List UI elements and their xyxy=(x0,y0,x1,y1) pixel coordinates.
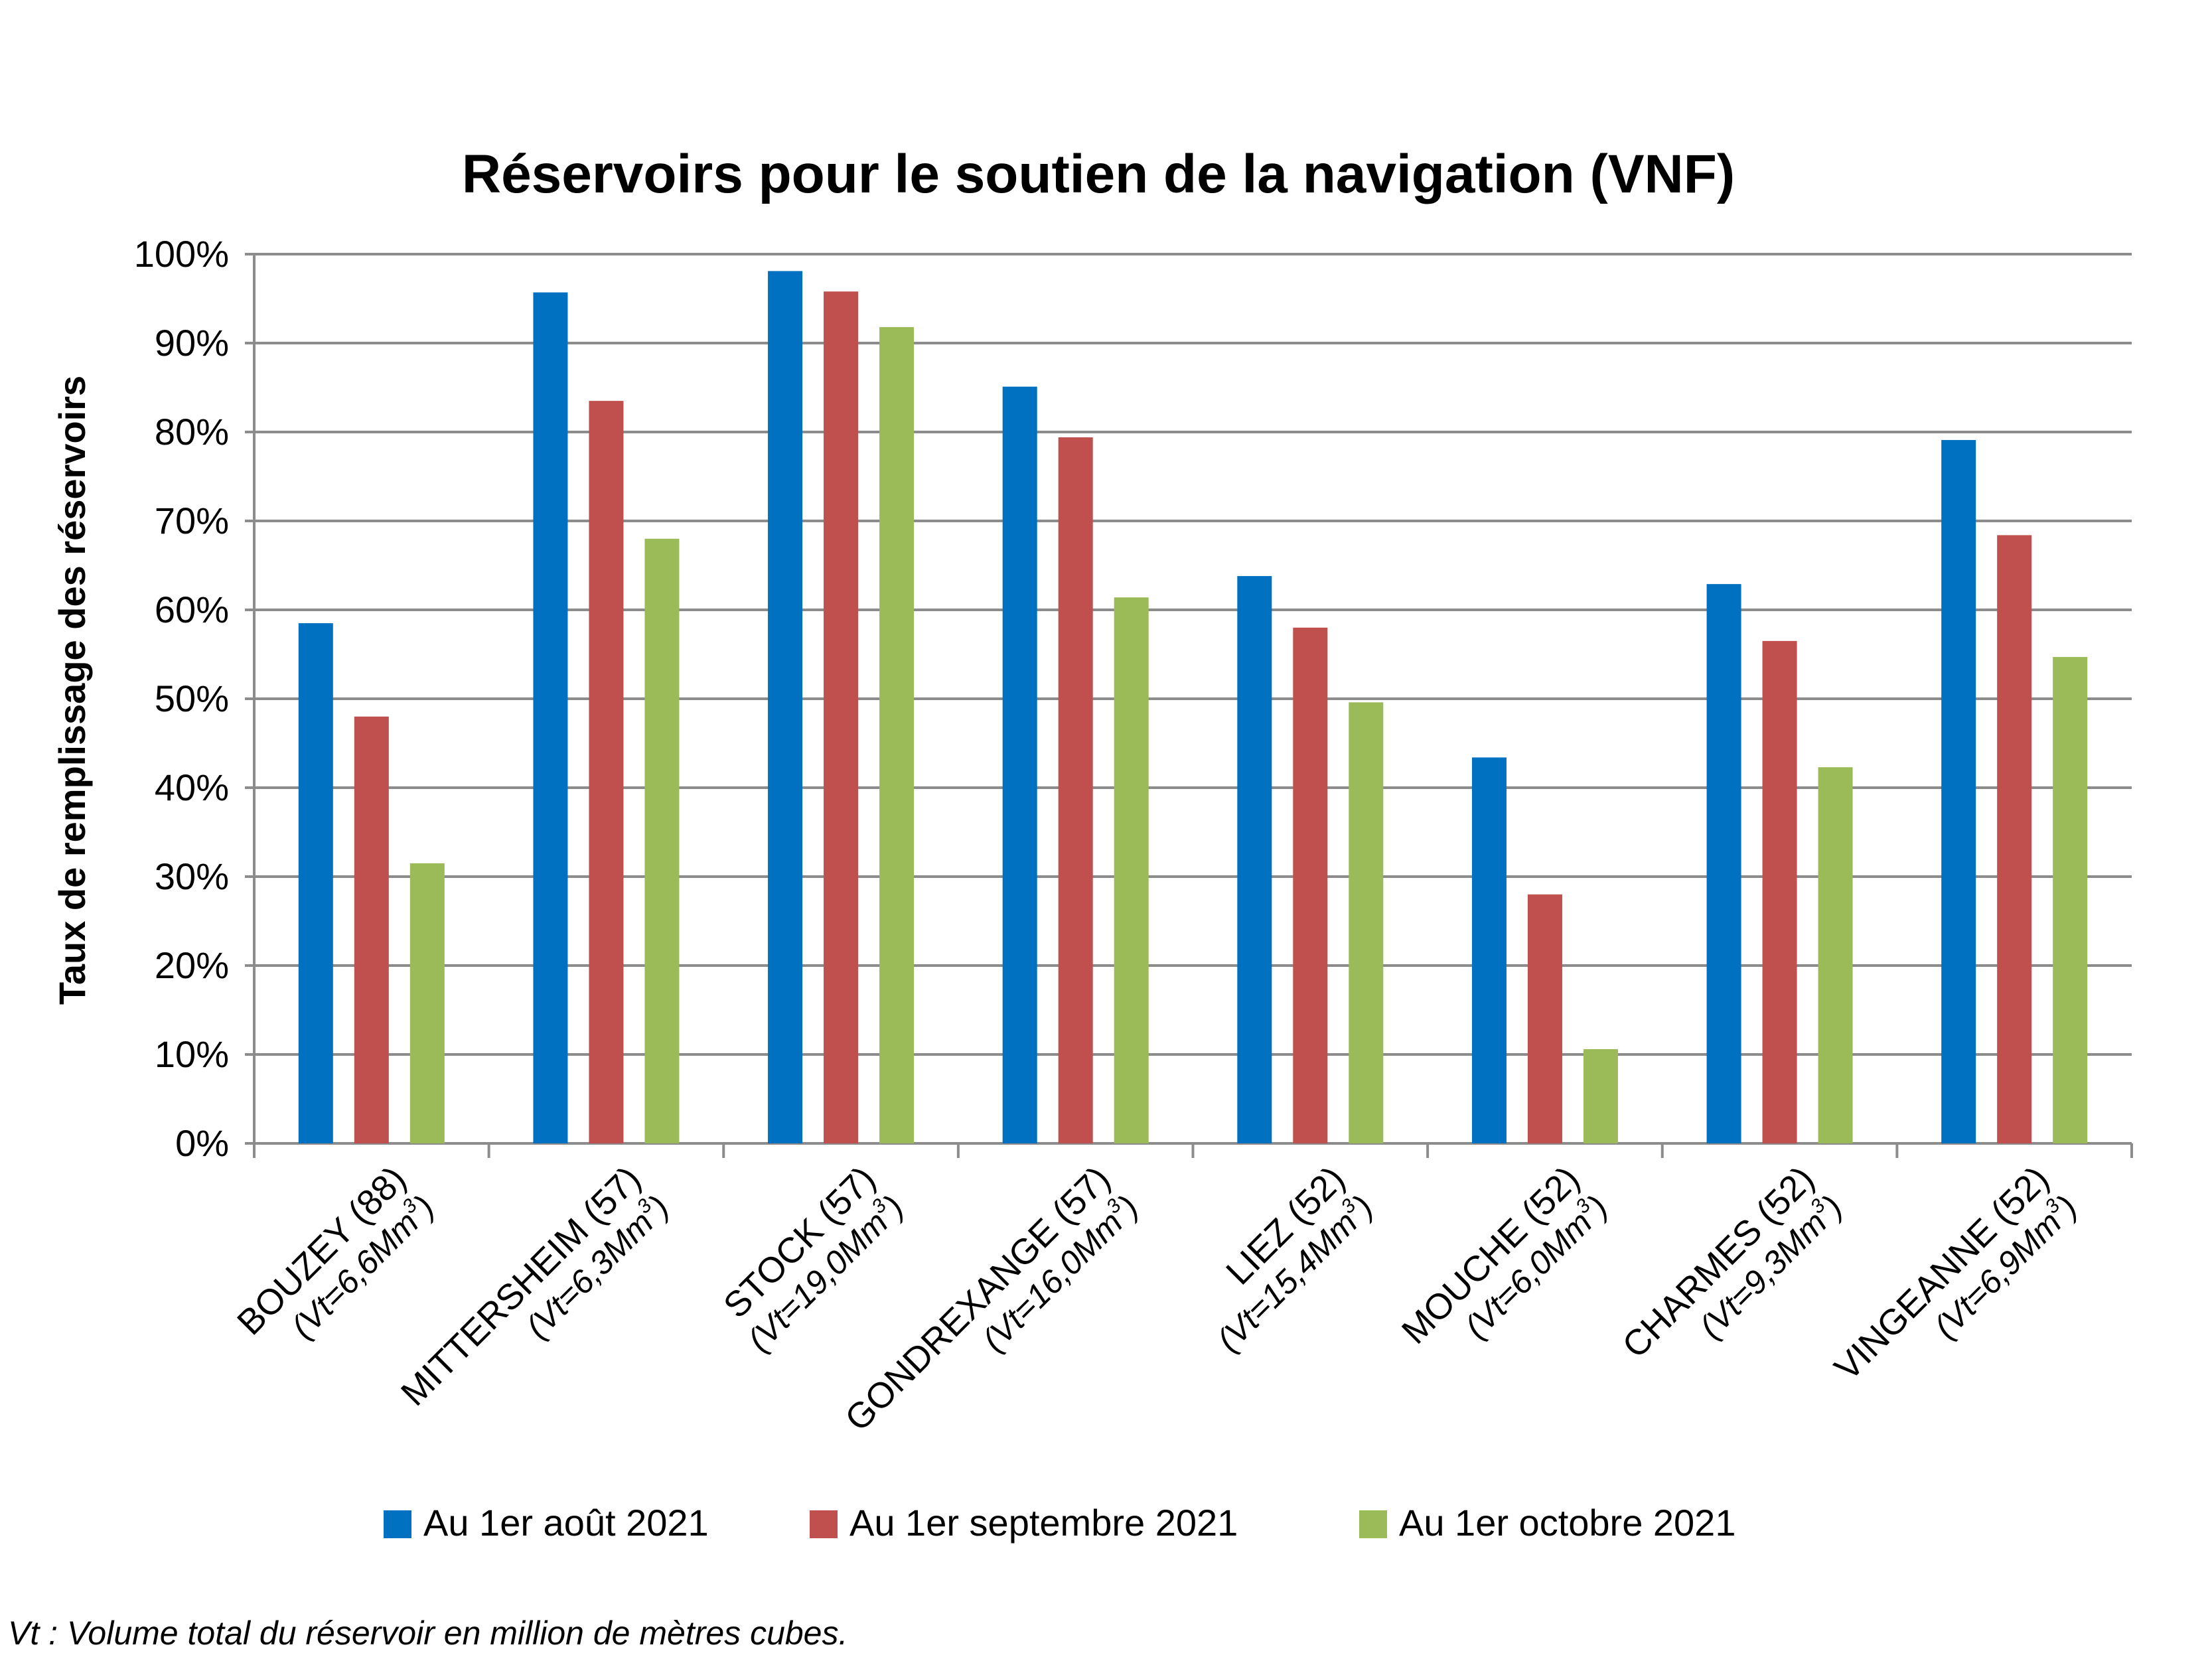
footnote: Vt : Volume total du réservoir en millio… xyxy=(8,1615,848,1652)
bar-1-3 xyxy=(768,271,803,1144)
x-axis-category-labels: BOUZEY (88)(Vt=6,6Mm3)MITTERSHEIM (57)(V… xyxy=(230,1159,2085,1439)
y-axis-label: Taux de remplissage des réservoirs xyxy=(51,376,93,1005)
y-tick-label: 80% xyxy=(155,411,229,453)
chart-title: Réservoirs pour le soutien de la navigat… xyxy=(462,144,1735,204)
y-tick-label: 0% xyxy=(175,1122,229,1164)
x-axis xyxy=(253,1143,2133,1158)
bar-2-8 xyxy=(1997,535,2032,1143)
bar-3-5 xyxy=(1349,702,1384,1143)
y-axis-ticks: 0% 10% 20% 30% 40% 50% 60% 70% 80% 90% 100% xyxy=(134,233,229,1164)
bar-2-7 xyxy=(1762,640,1797,1143)
bar-3-7 xyxy=(1818,767,1853,1143)
legend-swatch xyxy=(1359,1510,1387,1538)
y-tick-label: 70% xyxy=(155,500,229,541)
legend-label: Au 1er septembre 2021 xyxy=(849,1502,1238,1544)
category-label: MOUCHE (52)(Vt=6,0Mm3) xyxy=(1394,1159,1615,1352)
legend-swatch xyxy=(384,1510,411,1538)
legend: Au 1er août 2021 Au 1er septembre 2021 Au … xyxy=(384,1502,1735,1544)
bar-1-5 xyxy=(1237,576,1272,1143)
bars xyxy=(298,271,2088,1144)
bar-2-2 xyxy=(589,401,624,1143)
bar-1-8 xyxy=(1941,440,1976,1143)
y-tick-label: 60% xyxy=(155,589,229,630)
y-tick-label: 90% xyxy=(155,322,229,364)
bar-2-6 xyxy=(1527,894,1562,1143)
bar-1-4 xyxy=(1002,386,1037,1144)
y-tick-label: 100% xyxy=(134,233,229,275)
category-label: STOCK (57)(Vt=19,0Mm3) xyxy=(716,1159,911,1358)
legend-label: Au 1er août 2021 xyxy=(423,1502,709,1544)
bar-3-6 xyxy=(1583,1048,1618,1143)
category-label: VINGEANNE (52)(Vt=6,9Mm3) xyxy=(1827,1159,2085,1388)
bar-2-4 xyxy=(1058,437,1093,1143)
category-name: MITTERSHEIM (57) xyxy=(394,1159,648,1413)
bar-3-1 xyxy=(409,863,445,1143)
bar-2-1 xyxy=(354,716,389,1143)
legend-label: Au 1er octobre 2021 xyxy=(1399,1502,1735,1544)
category-label: BOUZEY (88)(Vt=6,6Mm3) xyxy=(230,1159,441,1346)
bar-1-2 xyxy=(533,292,568,1143)
bar-1-7 xyxy=(1706,584,1741,1143)
bar-3-2 xyxy=(644,538,680,1143)
bar-1-1 xyxy=(298,623,333,1143)
bar-3-3 xyxy=(879,326,915,1143)
y-tick-label: 30% xyxy=(155,855,229,897)
bar-3-8 xyxy=(2053,657,2088,1143)
legend-swatch xyxy=(810,1510,838,1538)
y-tick-label: 20% xyxy=(155,944,229,986)
category-label: LIEZ (52)(Vt=15,4Mm3) xyxy=(1210,1159,1380,1358)
y-tick-label: 40% xyxy=(155,766,229,808)
y-tick-label: 50% xyxy=(155,678,229,719)
category-label: CHARMES (52)(Vt=9,3Mm3) xyxy=(1615,1159,1850,1366)
bar-3-4 xyxy=(1114,597,1149,1143)
bar-2-3 xyxy=(824,291,859,1143)
category-label: MITTERSHEIM (57)(Vt=6,3Mm3) xyxy=(394,1159,676,1413)
bar-1-6 xyxy=(1471,757,1507,1143)
bar-2-5 xyxy=(1293,627,1328,1143)
y-tick-label: 10% xyxy=(155,1033,229,1075)
